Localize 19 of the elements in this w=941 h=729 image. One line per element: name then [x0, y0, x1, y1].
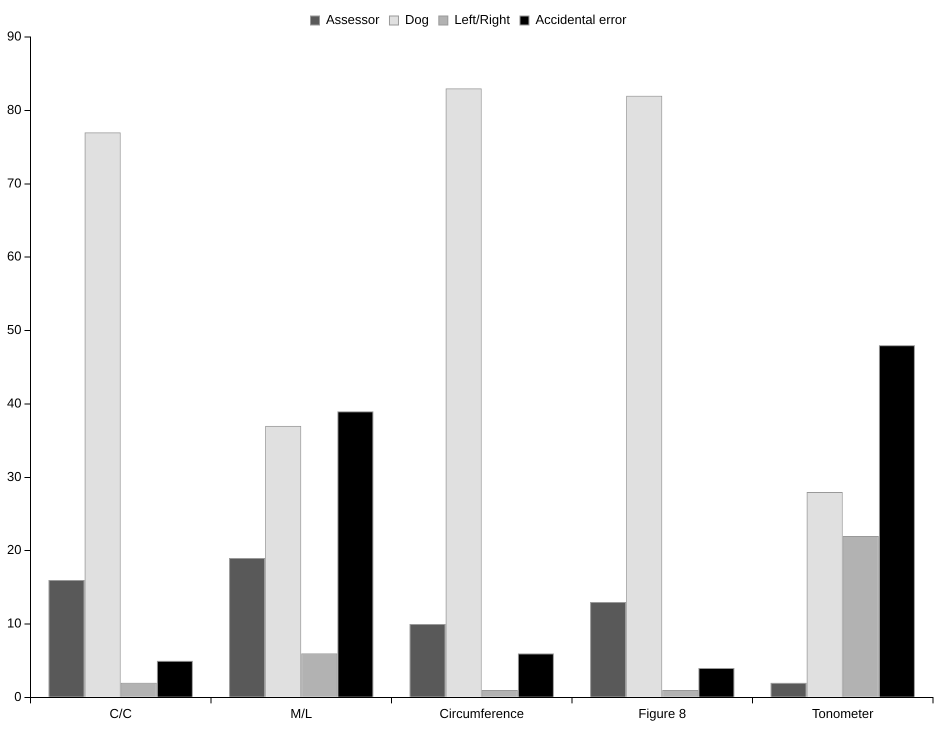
y-tick-label: 10: [6, 616, 22, 631]
x-tick-label: C/C: [110, 706, 132, 721]
x-tick-label: Circumference: [439, 706, 524, 721]
legend-label: Accidental error: [535, 12, 628, 28]
y-tick-label: 70: [6, 175, 22, 190]
y-tick-label: 20: [6, 542, 22, 558]
legend-label: Assessor: [326, 12, 380, 28]
x-tick-label: Tonometer: [812, 706, 874, 721]
y-tick-label: 80: [6, 102, 22, 117]
y-tick-label: 30: [6, 468, 22, 484]
x-tick-label: M/L: [290, 706, 312, 721]
y-tick-label: 0: [14, 688, 22, 704]
x-tick-label: Figure 8: [638, 706, 686, 721]
y-tick-label: 50: [6, 322, 22, 338]
y-tick-label: 90: [6, 28, 22, 44]
y-tick-label: 60: [6, 248, 22, 264]
legend-label: Dog: [404, 12, 429, 28]
legend-label: Left/Right: [454, 12, 510, 28]
y-tick-label: 40: [6, 395, 22, 410]
